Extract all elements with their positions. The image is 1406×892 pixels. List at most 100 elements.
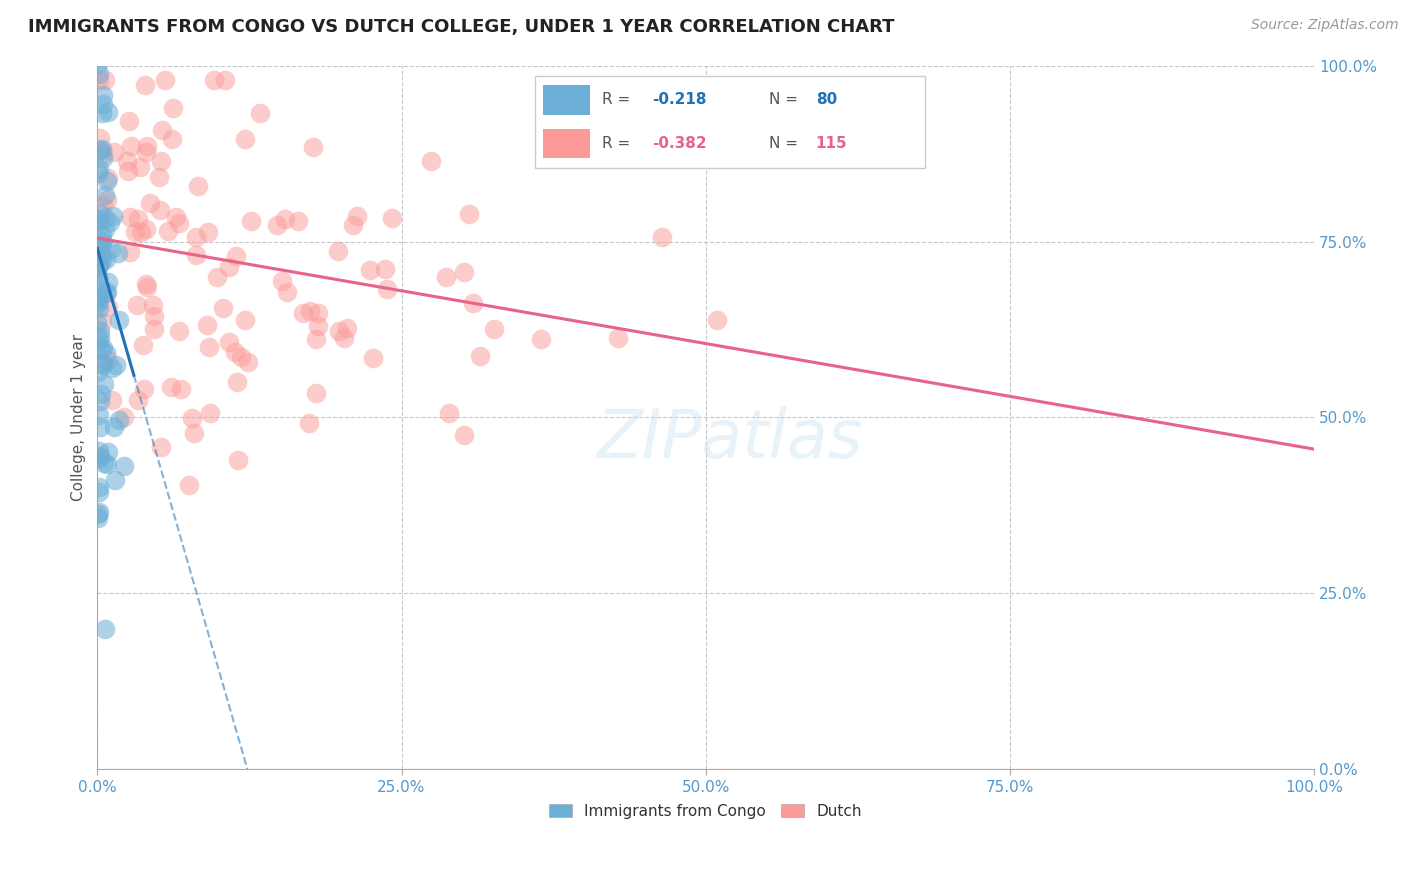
Point bbox=[470, 349, 492, 363]
Point bbox=[361, 351, 384, 365]
Point bbox=[186, 248, 208, 262]
Text: IMMIGRANTS FROM CONGO VS DUTCH COLLEGE, UNDER 1 YEAR CORRELATION CHART: IMMIGRANTS FROM CONGO VS DUTCH COLLEGE, … bbox=[28, 18, 894, 36]
Point bbox=[461, 295, 484, 310]
Point bbox=[125, 298, 148, 312]
Point bbox=[131, 225, 153, 239]
Point bbox=[135, 145, 157, 160]
Point bbox=[120, 139, 142, 153]
Point bbox=[86, 260, 108, 275]
Point bbox=[97, 300, 120, 314]
Point bbox=[291, 306, 314, 320]
Point bbox=[91, 341, 114, 355]
Point bbox=[134, 382, 156, 396]
Point bbox=[169, 216, 191, 230]
Point bbox=[135, 277, 157, 291]
Point bbox=[135, 279, 157, 293]
Point bbox=[93, 456, 115, 470]
Point bbox=[94, 211, 117, 225]
Point bbox=[170, 382, 193, 396]
Point bbox=[205, 270, 228, 285]
Point bbox=[93, 377, 115, 392]
Point bbox=[96, 346, 118, 360]
Point bbox=[202, 72, 225, 87]
Point bbox=[266, 219, 288, 233]
Point bbox=[87, 408, 110, 422]
Point bbox=[100, 242, 122, 256]
Point bbox=[87, 268, 110, 283]
Legend: Immigrants from Congo, Dutch: Immigrants from Congo, Dutch bbox=[543, 797, 869, 825]
Point bbox=[181, 410, 204, 425]
Point bbox=[96, 457, 118, 471]
Point bbox=[304, 386, 326, 401]
Point bbox=[127, 392, 149, 407]
Point bbox=[89, 239, 111, 253]
Point bbox=[90, 253, 112, 268]
Point bbox=[148, 170, 170, 185]
Point bbox=[87, 333, 110, 347]
Point bbox=[120, 245, 142, 260]
Point bbox=[336, 321, 359, 335]
Point bbox=[87, 511, 110, 525]
Point bbox=[118, 114, 141, 128]
Point bbox=[346, 209, 368, 223]
Point bbox=[225, 375, 247, 389]
Point bbox=[143, 322, 166, 336]
Point bbox=[90, 315, 112, 329]
Point bbox=[233, 132, 256, 146]
Point bbox=[89, 206, 111, 220]
Point bbox=[239, 213, 262, 227]
Point bbox=[249, 106, 271, 120]
Point bbox=[101, 210, 124, 224]
Point bbox=[127, 212, 149, 227]
Point bbox=[651, 230, 673, 244]
Point bbox=[94, 72, 117, 87]
Point bbox=[606, 331, 628, 345]
Point bbox=[132, 338, 155, 352]
Point bbox=[183, 425, 205, 440]
Point bbox=[149, 202, 172, 217]
Point bbox=[458, 207, 481, 221]
Point bbox=[530, 332, 553, 346]
Point bbox=[129, 160, 152, 174]
Point bbox=[97, 445, 120, 459]
Point bbox=[90, 236, 112, 251]
Point bbox=[91, 358, 114, 372]
Point bbox=[117, 163, 139, 178]
Point bbox=[298, 416, 321, 430]
Point bbox=[218, 260, 240, 274]
Point bbox=[87, 259, 110, 273]
Point bbox=[91, 96, 114, 111]
Point bbox=[107, 246, 129, 260]
Point bbox=[484, 322, 506, 336]
Point bbox=[374, 261, 396, 276]
Point bbox=[89, 325, 111, 339]
Point bbox=[94, 221, 117, 235]
Point bbox=[90, 228, 112, 243]
Point bbox=[107, 313, 129, 327]
Point bbox=[195, 318, 218, 332]
Point bbox=[91, 235, 114, 249]
Point bbox=[87, 290, 110, 304]
Point bbox=[87, 290, 110, 304]
Point bbox=[124, 225, 146, 239]
Point bbox=[155, 72, 177, 87]
Point bbox=[86, 215, 108, 229]
Point bbox=[96, 285, 118, 299]
Point bbox=[87, 301, 110, 315]
Point bbox=[91, 151, 114, 165]
Point bbox=[233, 312, 256, 326]
Point bbox=[89, 419, 111, 434]
Point bbox=[420, 154, 443, 169]
Point bbox=[86, 293, 108, 308]
Point bbox=[198, 340, 221, 354]
Point bbox=[165, 211, 187, 225]
Point bbox=[375, 281, 398, 295]
Point bbox=[118, 210, 141, 224]
Point bbox=[342, 218, 364, 232]
Point bbox=[229, 350, 252, 364]
Point bbox=[307, 319, 329, 334]
Point bbox=[236, 355, 259, 369]
Point bbox=[214, 72, 236, 87]
Point bbox=[177, 478, 200, 492]
Point bbox=[270, 274, 292, 288]
